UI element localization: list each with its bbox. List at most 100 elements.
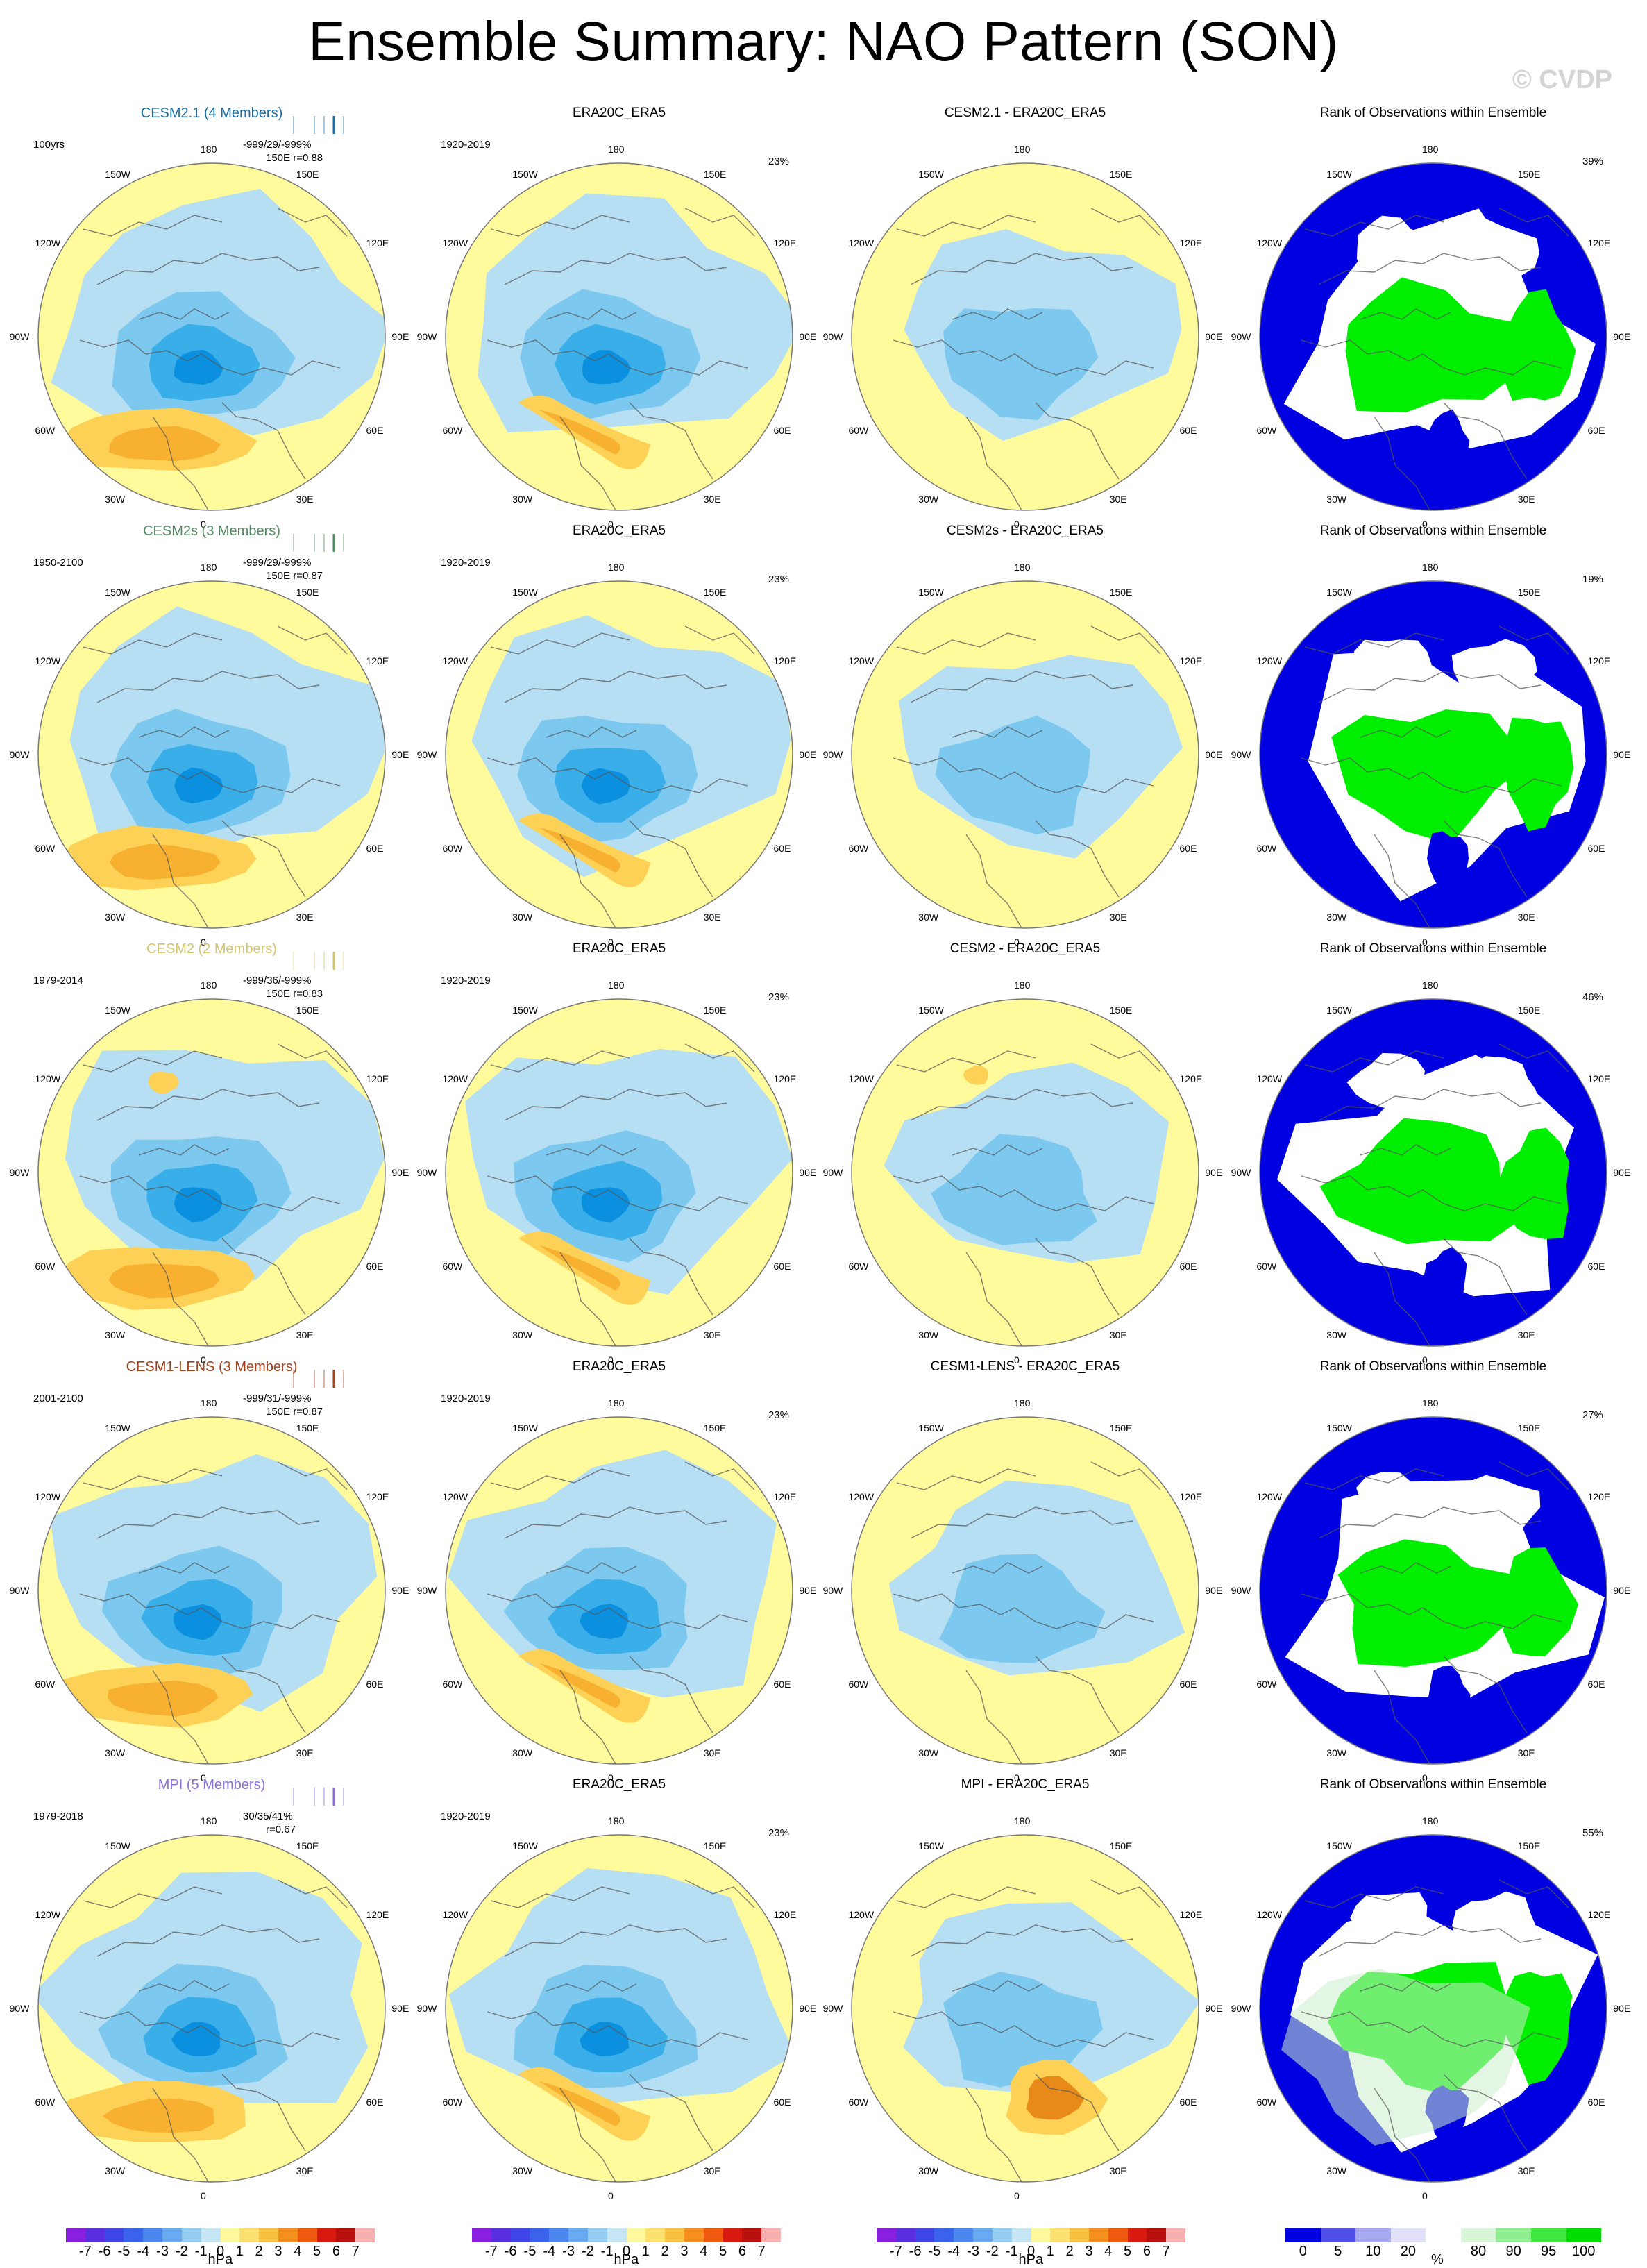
colorbar-tick-label: 3: [274, 2244, 282, 2259]
longitude-label: 150E: [296, 587, 319, 598]
colorbar-tick-label: 0: [216, 2244, 225, 2259]
colorbar-swatch: [934, 2228, 954, 2242]
percent-label: 27%: [1582, 1409, 1603, 1421]
colorbar-swatch: [259, 2228, 278, 2242]
obs-panel-title: ERA20C_ERA5: [572, 941, 666, 956]
colorbar-tick-label: -7: [889, 2244, 902, 2259]
longitude-label: 0: [1014, 1354, 1020, 1366]
distribution-ticks: [293, 1788, 344, 1806]
longitude-label: 90E: [391, 2003, 409, 2014]
longitude-label: 30W: [1326, 493, 1347, 505]
rank-panel-title: Rank of Observations within Ensemble: [1319, 523, 1547, 538]
longitude-label: 90E: [1205, 2003, 1223, 2014]
longitude-label: 120E: [1587, 1909, 1611, 1920]
diff-panel: CESM2 - ERA20C_ERA5 180 150E 120E 90E 60E 30E 0…: [823, 941, 1223, 1366]
colorbar_hpa-colorbar: [66, 2228, 375, 2242]
colorbar-swatch: [723, 2228, 743, 2242]
distribution-ticks: [293, 952, 344, 970]
longitude-label: 60W: [1256, 425, 1277, 436]
longitude-label: 120E: [366, 655, 389, 666]
colorbar-swatch: [895, 2228, 915, 2242]
longitude-label: 90E: [799, 331, 817, 342]
colorbar-swatch: [877, 2228, 896, 2242]
longitude-label: 90E: [1205, 331, 1223, 342]
pressure-anomaly-map: [851, 162, 1199, 511]
longitude-label: 150W: [918, 1422, 944, 1434]
longitude-label: 180: [1422, 562, 1439, 573]
colorbar-tick-label: -1: [194, 2244, 208, 2259]
diff-panel: MPI - ERA20C_ERA5 180 150E 120E 90E 60E 30E 0 30…: [823, 1777, 1223, 2201]
percent-label: 23%: [768, 573, 789, 585]
longitude-label: 180: [608, 1815, 625, 1826]
longitude-label: 120E: [1179, 1073, 1203, 1084]
longitude-label: 90E: [799, 2003, 817, 2014]
pressure-anomaly-map: [851, 998, 1199, 1347]
longitude-label: 60E: [366, 1261, 384, 1272]
longitude-label: 60W: [35, 843, 56, 854]
longitude-label: 150W: [105, 1840, 130, 1852]
obs-panel: ERA20C_ERA5 1920-2019 23% 180 150E 120E 90E 60E…: [417, 1777, 817, 2201]
longitude-label: 120E: [1179, 237, 1203, 249]
colorbar-tick-label: 20: [1400, 2244, 1417, 2259]
colorbar-tick-label: 1: [235, 2244, 244, 2259]
rank-panel: Rank of Observations within Ensemble 55% 1…: [1231, 1777, 1631, 2201]
longitude-label: 60E: [1587, 1679, 1605, 1690]
longitude-label: 30W: [105, 2165, 126, 2176]
rank-panel-title: Rank of Observations within Ensemble: [1319, 1359, 1547, 1374]
colorbar-unit: %: [1431, 2252, 1444, 2267]
colorbar-unit: hPa: [614, 2252, 639, 2267]
pressure-anomaly-map: [445, 1416, 793, 1765]
colorbar-tick-label: -5: [928, 2244, 941, 2259]
longitude-label: 60E: [1179, 2097, 1197, 2108]
longitude-label: 150W: [918, 169, 944, 180]
colorbar-swatch: [316, 2228, 337, 2242]
period-label: 2001-2100: [33, 1393, 83, 1404]
colorbar-tick-label: -5: [523, 2244, 537, 2259]
colorbar-tick-label: 6: [332, 2244, 340, 2259]
longitude-label: 30E: [1109, 493, 1127, 505]
longitude-label: 0: [1014, 519, 1020, 530]
longitude-label: 150E: [703, 587, 727, 598]
model-panel: MPI (5 Members) 1979-2018 30/35/41% r=0.67 1…: [10, 1777, 409, 2201]
obs-panel: ERA20C_ERA5 1920-2019 23% 180 150E 120E 90E 60E…: [417, 523, 817, 948]
colorbar-swatch: [1496, 2228, 1531, 2242]
rank-map: [1259, 998, 1607, 1347]
diff-panel: CESM2s - ERA20C_ERA5 180 150E 120E 90E 60E 30E…: [823, 523, 1223, 948]
colorbar-tick-label: -7: [78, 2244, 92, 2259]
obs-panel: ERA20C_ERA5 1920-2019 23% 180 150E 120E 90E 60E…: [417, 1359, 817, 1783]
longitude-label: 150E: [1517, 169, 1541, 180]
longitude-label: 30E: [296, 1747, 314, 1758]
longitude-label: 180: [201, 144, 217, 155]
longitude-label: 60W: [1256, 843, 1277, 854]
longitude-label: 120W: [35, 1909, 61, 1920]
colorbar-tick-label: 4: [1104, 2244, 1113, 2259]
longitude-label: 150W: [918, 1005, 944, 1016]
percent-label: 19%: [1582, 573, 1603, 585]
longitude-label: 0: [608, 1772, 614, 1783]
colorbar-swatch: [568, 2228, 588, 2242]
longitude-label: 120E: [1179, 655, 1203, 666]
longitude-label: 30W: [512, 493, 533, 505]
longitude-label: 150W: [105, 1422, 130, 1434]
period-label: 1950-2100: [33, 557, 83, 569]
longitude-label: 0: [608, 519, 614, 530]
longitude-label: 60E: [1587, 1261, 1605, 1272]
colorbar-tick-label: 0: [1299, 2244, 1307, 2259]
colorbar-swatch: [1320, 2228, 1356, 2242]
colorbar-tick-label: -2: [175, 2244, 188, 2259]
longitude-label: 60E: [773, 843, 791, 854]
colorbar-tick-label: -3: [156, 2244, 169, 2259]
rank-panel: Rank of Observations within Ensemble 46% 1…: [1231, 941, 1631, 1366]
colorbar-tick-label: 1: [641, 2244, 650, 2259]
longitude-label: 150E: [296, 169, 319, 180]
longitude-label: 90W: [9, 1167, 30, 1178]
rank-panel-title: Rank of Observations within Ensemble: [1319, 106, 1547, 120]
longitude-label: 90W: [822, 1585, 843, 1596]
longitude-label: 60W: [442, 1261, 463, 1272]
longitude-label: 180: [201, 562, 217, 573]
colorbar-swatch: [124, 2228, 144, 2242]
longitude-label: 150W: [512, 587, 538, 598]
longitude-label: 120W: [442, 237, 468, 249]
longitude-label: 90E: [391, 331, 409, 342]
longitude-label: 150E: [703, 169, 727, 180]
